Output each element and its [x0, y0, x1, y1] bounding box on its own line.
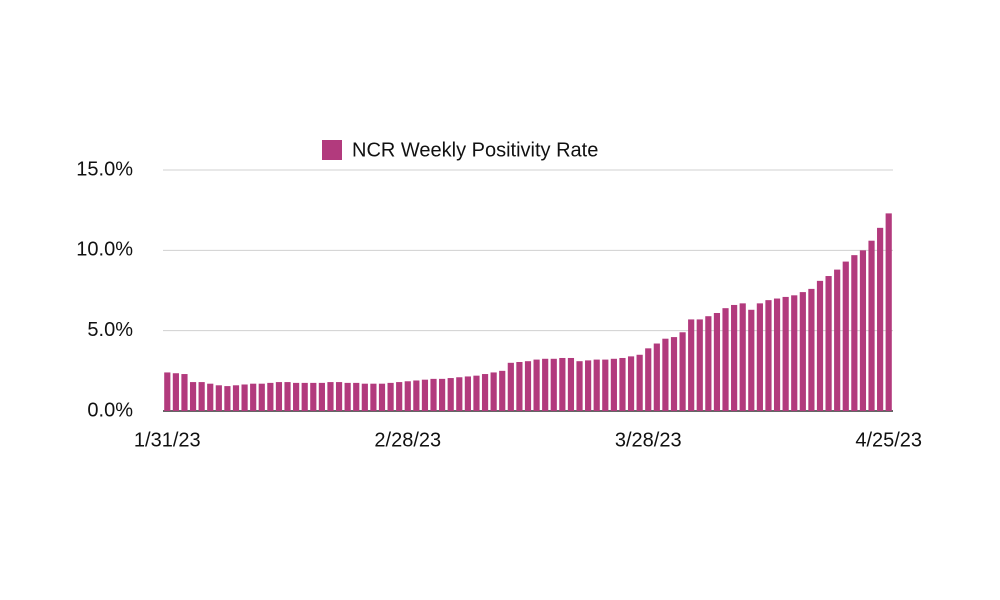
bar	[602, 359, 609, 411]
bar	[516, 361, 523, 411]
y-tick-label: 5.0%	[87, 319, 133, 341]
bar	[670, 337, 678, 411]
bar	[361, 383, 368, 411]
bar	[189, 382, 197, 411]
bar	[164, 372, 171, 411]
bar	[181, 374, 188, 411]
bar	[808, 288, 815, 411]
x-tick-label: 1/31/23	[134, 429, 201, 451]
bar	[877, 227, 884, 411]
bar	[567, 357, 575, 411]
bar	[198, 382, 205, 411]
bar	[739, 303, 746, 411]
bar	[619, 357, 626, 411]
bar	[636, 354, 643, 411]
bar	[378, 383, 386, 411]
legend-swatch	[322, 140, 342, 160]
bar	[430, 378, 437, 411]
bar	[885, 213, 892, 411]
bar	[765, 300, 772, 411]
bar	[267, 382, 274, 411]
bar	[748, 309, 755, 411]
bar	[722, 308, 729, 411]
bar	[705, 316, 712, 411]
bar	[387, 382, 394, 411]
bar	[533, 359, 540, 411]
bar	[481, 374, 489, 411]
x-tick-label: 2/28/23	[374, 429, 441, 451]
bar	[250, 383, 257, 411]
bar	[284, 382, 291, 411]
bar	[679, 332, 686, 411]
bar	[688, 319, 695, 411]
bar	[439, 378, 446, 411]
bar	[396, 382, 403, 411]
bar	[404, 381, 411, 411]
bar	[335, 382, 343, 411]
bar	[353, 382, 360, 411]
bar	[310, 382, 317, 411]
bar	[258, 383, 265, 411]
bar	[868, 240, 875, 411]
legend-label: NCR Weekly Positivity Rate	[352, 139, 598, 161]
bar	[327, 382, 334, 411]
bar	[731, 304, 738, 411]
bar	[859, 250, 867, 411]
bar	[172, 373, 179, 411]
bar	[413, 380, 420, 411]
bar	[275, 382, 283, 411]
bar	[507, 362, 514, 411]
bar	[293, 382, 300, 411]
bar	[834, 269, 841, 411]
bar	[550, 358, 557, 411]
bar	[318, 382, 325, 411]
bar	[490, 372, 497, 411]
bar	[593, 359, 600, 411]
bar	[825, 276, 832, 411]
y-tick-label: 10.0%	[76, 239, 133, 261]
bar	[627, 356, 635, 411]
bar	[421, 379, 429, 411]
bar	[456, 377, 463, 411]
bar	[713, 312, 721, 411]
bar	[610, 358, 617, 411]
x-tick-label: 3/28/23	[615, 429, 682, 451]
bar	[782, 296, 789, 411]
bar	[791, 295, 798, 411]
bar	[842, 261, 849, 411]
bar	[224, 386, 231, 411]
bar	[301, 382, 308, 411]
bar	[232, 385, 240, 411]
bar	[585, 360, 592, 411]
bar	[653, 343, 660, 411]
bar	[799, 292, 806, 411]
y-tick-label: 0.0%	[87, 399, 133, 421]
bar	[207, 383, 214, 411]
bar	[851, 255, 858, 411]
bar	[499, 370, 506, 411]
bar	[370, 383, 377, 411]
bar	[576, 361, 583, 411]
bar	[559, 357, 566, 411]
bar	[542, 358, 549, 411]
bar	[344, 382, 351, 411]
bar	[662, 338, 669, 411]
bar	[773, 298, 781, 411]
bar	[816, 280, 824, 411]
bar	[756, 303, 763, 411]
bar	[215, 385, 222, 411]
bar	[464, 376, 471, 411]
y-tick-label: 15.0%	[76, 158, 133, 180]
bar	[524, 361, 532, 411]
x-tick-label: 4/25/23	[855, 429, 922, 451]
bar	[241, 384, 248, 411]
bar	[473, 375, 480, 411]
bar	[447, 378, 454, 411]
bar	[645, 348, 652, 411]
bar	[696, 319, 703, 411]
